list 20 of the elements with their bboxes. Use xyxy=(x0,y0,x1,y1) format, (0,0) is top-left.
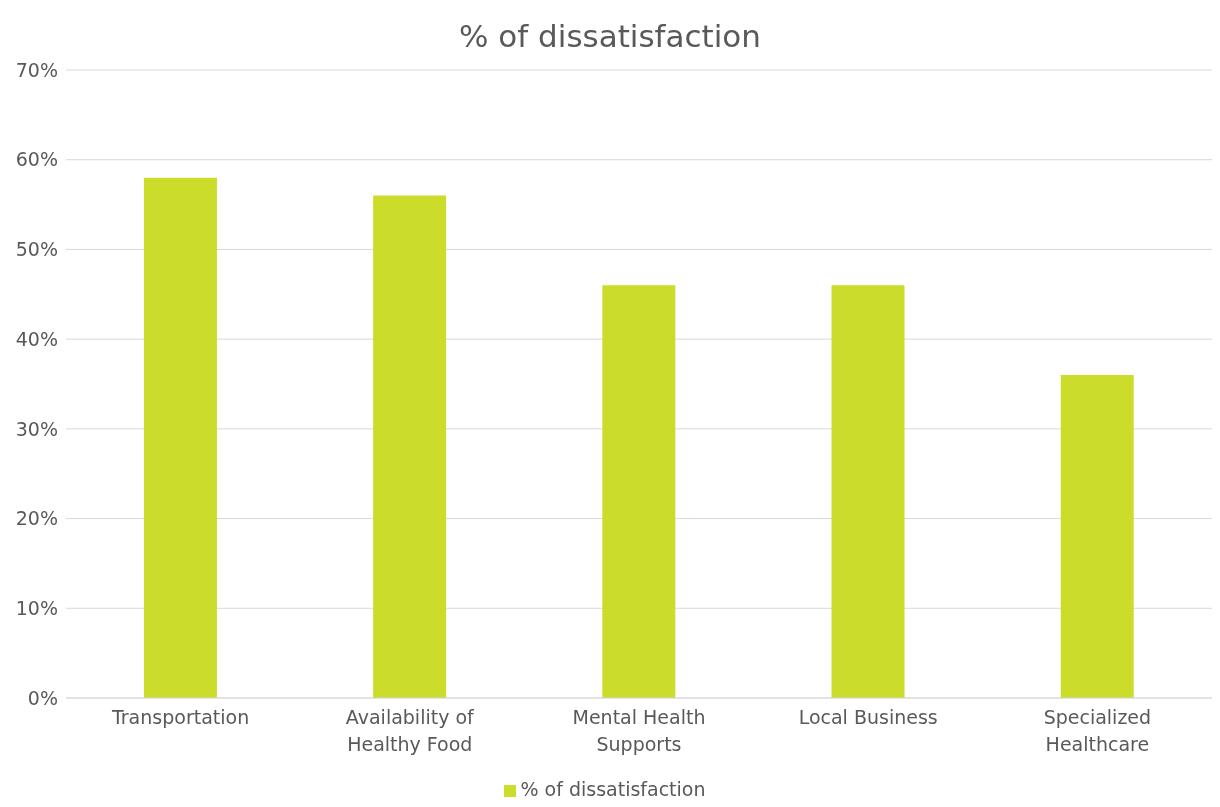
bar xyxy=(143,177,217,698)
x-tick-label: Local Business xyxy=(798,706,938,728)
chart-title: % of dissatisfaction xyxy=(458,17,762,56)
y-tick-label: 50% xyxy=(15,238,58,261)
y-tick-label: 60% xyxy=(15,148,58,171)
x-tick-label: Availability of Healthy Food xyxy=(345,706,476,755)
x-tick-label: Transportation xyxy=(111,706,250,728)
legend-label: % of dissatisfaction xyxy=(520,778,706,800)
y-tick-label: 10% xyxy=(15,597,58,620)
y-tick-label: 0% xyxy=(27,686,58,709)
bar xyxy=(831,285,905,698)
y-tick-label: 20% xyxy=(15,507,58,530)
x-tick-label: Mental Health Supports xyxy=(572,706,706,755)
y-tick-label: 30% xyxy=(15,417,58,440)
bar xyxy=(373,195,447,698)
bar xyxy=(602,285,676,698)
y-tick-label: 40% xyxy=(15,327,58,350)
bar xyxy=(1060,375,1134,698)
y-tick-label: 70% xyxy=(15,58,58,81)
x-tick-label: Specialized Healthcare xyxy=(1043,706,1152,755)
